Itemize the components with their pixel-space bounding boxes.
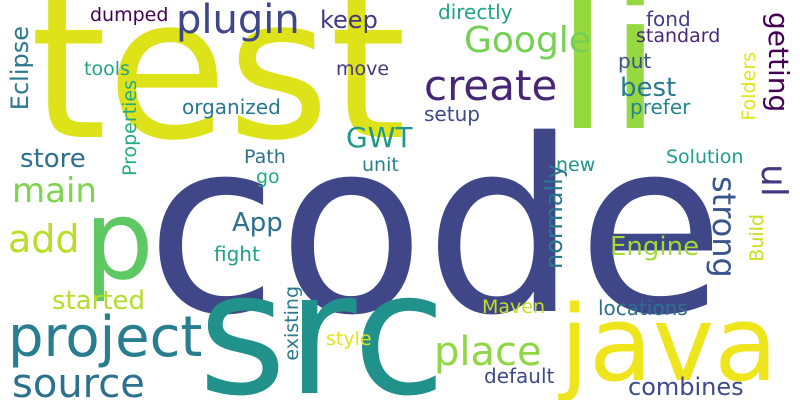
word-new: new (556, 154, 596, 176)
word-locations: locations (598, 296, 688, 320)
word-fight: fight (214, 242, 260, 266)
word-standard: standard (636, 25, 721, 47)
word-add: add (8, 217, 80, 261)
word-engine: Engine (610, 232, 700, 262)
word-project: project (8, 305, 203, 370)
word-create: create (424, 61, 558, 110)
word-best: best (620, 73, 677, 103)
word-src: src (198, 236, 447, 400)
word-move: move (336, 58, 390, 80)
word-place: place (434, 329, 542, 375)
word-started: started (52, 286, 146, 316)
word-go: go (256, 166, 280, 188)
word-main: main (12, 171, 97, 211)
word-directly: directly (438, 0, 513, 24)
word-gwt: GWT (346, 121, 413, 154)
word-properties: Properties (119, 80, 141, 177)
word-build: Build (746, 214, 768, 262)
word-default: default (484, 364, 555, 388)
word-unit: unit (362, 154, 399, 176)
word-normally: normally (540, 164, 568, 269)
word-source: source (12, 361, 145, 400)
word-dumped: dumped (90, 4, 169, 26)
word-path: Path (244, 146, 286, 168)
word-li: li (556, 0, 662, 173)
word-code: code (146, 88, 725, 368)
word-google: Google (464, 20, 591, 61)
word-put: put (618, 49, 652, 73)
word-folders: Folders (738, 52, 760, 121)
word-tools: tools (84, 58, 130, 80)
word-java: java (560, 283, 778, 400)
word-strong: strong (705, 176, 743, 278)
word-prefer: prefer (630, 95, 691, 119)
word-solution: Solution (666, 146, 744, 168)
word-combines: combines (628, 373, 744, 400)
word-getting: getting (762, 12, 795, 113)
word-setup: setup (424, 102, 480, 126)
word-store: store (20, 144, 86, 174)
word-eclipse: Eclipse (6, 26, 34, 111)
word-keep: keep (320, 6, 378, 34)
word-fond: fond (646, 7, 691, 31)
word-test: test (30, 0, 407, 184)
word-existing: existing (281, 286, 303, 361)
word-organized: organized (182, 95, 281, 119)
word-p: p (84, 176, 154, 304)
word-ul: ul (753, 164, 794, 197)
word-app: App (232, 208, 283, 238)
word-maven: Maven (482, 296, 546, 318)
word-style: style (326, 328, 372, 350)
word-plugin: plugin (176, 0, 300, 43)
